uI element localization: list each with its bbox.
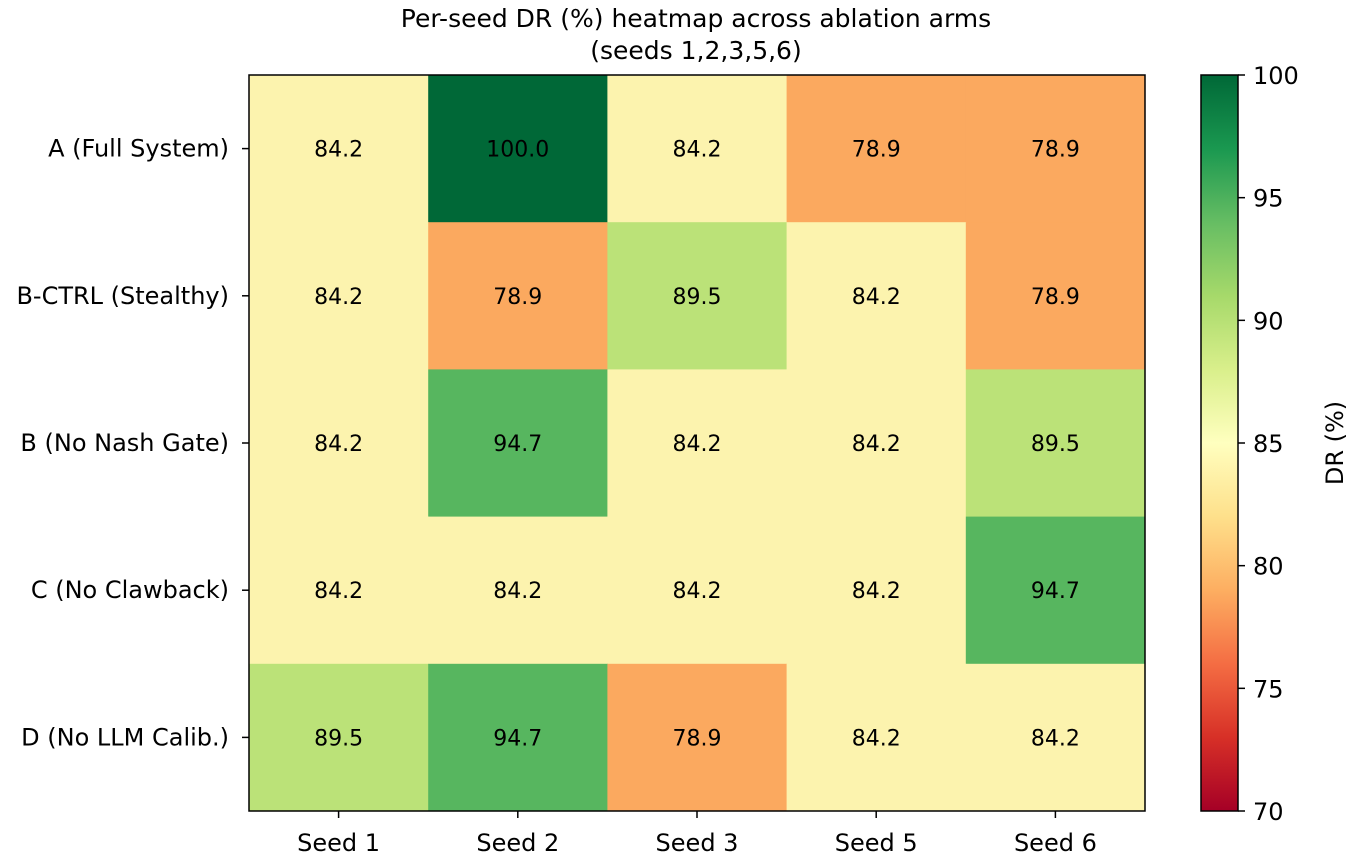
heatmap-cells — [249, 75, 1146, 812]
y-tick-label: D (No LLM Calib.) — [21, 723, 229, 751]
heatmap-cell — [249, 516, 429, 665]
cell-value-label: 84.2 — [852, 432, 901, 457]
y-tick-label: C (No Clawback) — [31, 576, 229, 604]
heatmap-cell — [249, 222, 429, 370]
cell-value-label: 84.2 — [852, 285, 901, 310]
heatmap-cell — [786, 75, 967, 223]
x-tick-label: Seed 1 — [297, 829, 380, 857]
cell-value-label: 94.7 — [493, 726, 542, 751]
heatmap-cell — [786, 516, 967, 665]
cell-value-label: 84.2 — [673, 579, 722, 604]
colorbar-ticks: 70 75 80 85 90 95 100 — [1238, 62, 1299, 826]
x-axis: Seed 1 Seed 2 Seed 3 Seed 5 Seed 6 — [297, 811, 1097, 857]
colorbar-tick-label: 75 — [1253, 675, 1284, 703]
heatmap-cell — [607, 663, 788, 812]
cell-value-label: 100.0 — [486, 138, 549, 163]
heatmap-cell — [786, 663, 967, 812]
colorbar — [1200, 74, 1239, 812]
cell-value-label: 84.2 — [673, 138, 722, 163]
cell-value-label: 94.7 — [1031, 579, 1080, 604]
cell-value-label: 94.7 — [493, 432, 542, 457]
y-tick-label: B-CTRL (Stealthy) — [16, 282, 229, 310]
heatmap-cell — [607, 75, 788, 223]
heatmap-cell — [249, 369, 429, 518]
heatmap-cell — [965, 516, 1146, 665]
colorbar-tick-label: 70 — [1253, 798, 1284, 826]
colorbar-tick-label: 80 — [1253, 553, 1284, 581]
y-axis: A (Full System) B-CTRL (Stealthy) B (No Na… — [16, 135, 249, 751]
cell-value-label: 84.2 — [1031, 726, 1080, 751]
heatmap-cell — [965, 369, 1146, 518]
chart-title-line-2: (seeds 1,2,3,5,6) — [590, 36, 801, 65]
heatmap-cell — [428, 222, 608, 370]
chart-title-line-1: Per-seed DR (%) heatmap across ablation … — [401, 4, 991, 33]
heatmap-cell — [428, 369, 608, 518]
colorbar-tick-label: 90 — [1253, 307, 1284, 335]
cell-value-label: 78.9 — [493, 285, 542, 310]
heatmap-cell — [786, 222, 967, 370]
cell-value-label: 84.2 — [314, 432, 363, 457]
cell-value-label: 78.9 — [1031, 285, 1080, 310]
y-tick-label: B (No Nash Gate) — [20, 429, 229, 457]
x-tick-label: Seed 3 — [656, 829, 739, 857]
heatmap-cell — [428, 75, 608, 223]
colorbar-tick-label: 95 — [1253, 185, 1284, 213]
cell-value-label: 84.2 — [493, 579, 542, 604]
heatmap-cell — [607, 222, 788, 370]
cell-value-label: 78.9 — [852, 138, 901, 163]
heatmap-cell — [428, 516, 608, 665]
cell-value-label: 89.5 — [673, 285, 722, 310]
cell-value-label: 84.2 — [314, 285, 363, 310]
x-tick-label: Seed 2 — [476, 829, 559, 857]
cell-value-label: 84.2 — [314, 138, 363, 163]
colorbar-tick-label: 100 — [1253, 62, 1299, 90]
heatmap-cell — [965, 222, 1146, 370]
y-tick-label: A (Full System) — [48, 135, 229, 163]
cell-value-label: 84.2 — [852, 579, 901, 604]
cell-value-label: 78.9 — [673, 726, 722, 751]
colorbar-label: DR (%) — [1321, 401, 1349, 485]
cell-value-label: 84.2 — [314, 579, 363, 604]
heatmap-cell — [965, 75, 1146, 223]
heatmap-cell — [607, 516, 788, 665]
cell-value-label: 84.2 — [673, 432, 722, 457]
cell-value-label: 78.9 — [1031, 138, 1080, 163]
heatmap-cell-labels: 84.2 100.0 84.2 78.9 78.9 84.2 78.9 89.5 84.2 78.… — [314, 138, 1080, 752]
x-tick-label: Seed 6 — [1014, 829, 1097, 857]
cell-value-label: 84.2 — [852, 726, 901, 751]
cell-value-label: 89.5 — [314, 726, 363, 751]
heatmap-cell — [786, 369, 967, 518]
heatmap-cell — [249, 663, 429, 812]
colorbar-tick-label: 85 — [1253, 430, 1284, 458]
heatmap-cell — [607, 369, 788, 518]
cell-value-label: 89.5 — [1031, 432, 1080, 457]
heatmap-cell — [965, 663, 1146, 812]
heatmap-cell — [249, 75, 429, 223]
x-tick-label: Seed 5 — [835, 829, 918, 857]
heatmap-cell — [428, 663, 608, 812]
